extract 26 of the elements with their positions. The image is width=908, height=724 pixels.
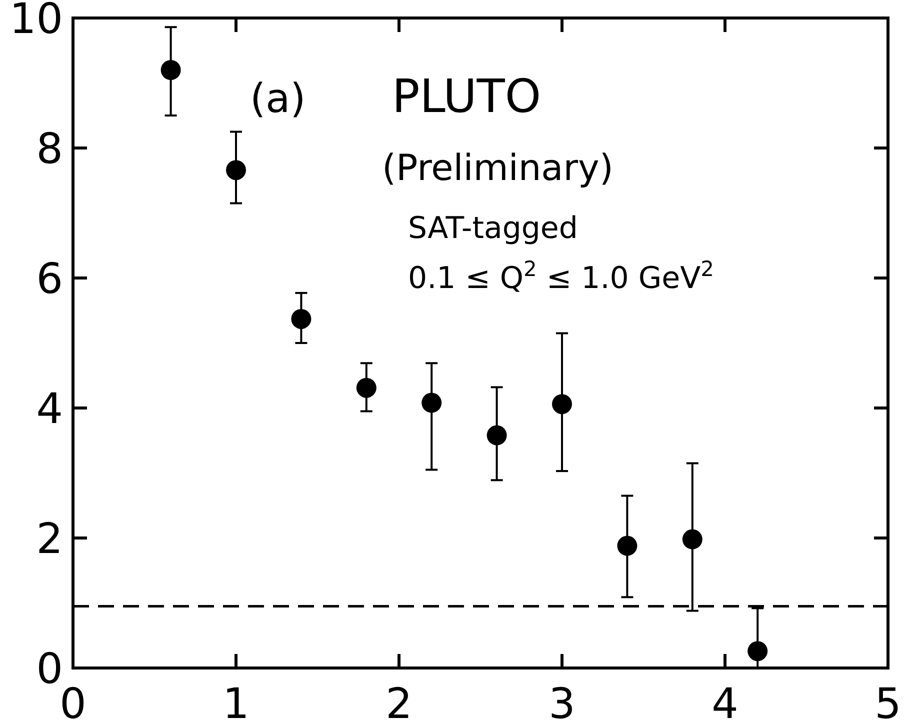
point [291, 308, 312, 329]
point [356, 378, 376, 398]
y-tick-label: 2 [36, 514, 63, 564]
point [226, 160, 246, 180]
y-tick-label: 8 [36, 124, 63, 174]
y-tick-label: 10 [10, 0, 63, 44]
point [486, 425, 507, 446]
y-tick-label: 4 [36, 384, 63, 434]
point [160, 60, 181, 80]
annotation: (a) [250, 76, 306, 122]
point [617, 536, 638, 556]
x-tick-label: 2 [386, 679, 412, 724]
x-tick-label: 1 [222, 679, 250, 724]
point [748, 641, 768, 662]
x-tick-label: 4 [712, 679, 738, 724]
annotation: PLUTO [392, 69, 542, 123]
y-tick-label: 6 [36, 254, 63, 304]
x-tick-label: 5 [874, 679, 902, 724]
annotation: SAT-tagged [408, 211, 578, 246]
y-tick-label: 0 [36, 644, 63, 694]
point [552, 394, 572, 414]
annotation: 0.1 ≤ Q$^{2}$ ≤ 1.0 GeV$^{2}$ [408, 257, 714, 296]
annotation: (Preliminary) [382, 148, 614, 189]
x-tick-label: 3 [548, 679, 576, 724]
point [682, 529, 702, 550]
point [422, 392, 442, 413]
